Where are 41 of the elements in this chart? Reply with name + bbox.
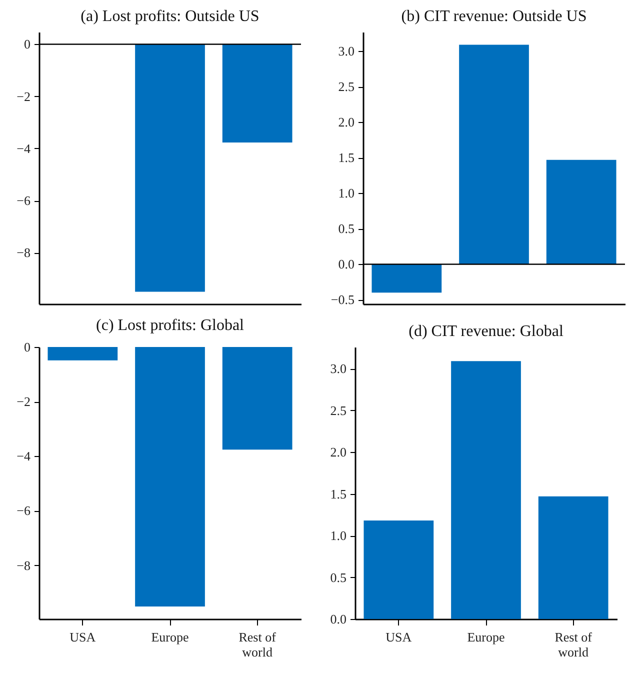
y-tick-label: 1.0 [338, 186, 354, 201]
x-tick-label: USA [386, 630, 412, 644]
y-tick-label: 0 [24, 340, 30, 354]
y-tick-label: 2.5 [338, 79, 354, 94]
y-tick-label: 1.5 [330, 486, 346, 502]
y-tick-label: 0 [24, 36, 30, 52]
bar [546, 160, 616, 264]
y-tick-label: 2.5 [330, 402, 346, 418]
bar [538, 496, 608, 619]
bar [459, 44, 529, 264]
y-tick-label: 3.0 [338, 44, 354, 59]
chart-title: (c) Lost profits: Global [96, 317, 245, 334]
y-tick-label: 1.5 [338, 150, 354, 166]
x-tick-label: Rest of world [238, 630, 277, 660]
y-tick-label: −8 [16, 245, 30, 260]
y-tick-label: −0.5 [330, 292, 354, 308]
y-tick-label: 2.0 [330, 444, 346, 460]
y-tick-label: −6 [16, 503, 31, 518]
y-tick-label: 0.5 [338, 221, 354, 236]
y-tick-label: 0.0 [330, 612, 346, 626]
x-tick-label: Europe [151, 630, 189, 644]
bar [451, 361, 521, 619]
y-tick-label: −4 [16, 448, 31, 464]
chart-title: (b) CIT revenue: Outside US [401, 8, 587, 25]
y-tick-label: −2 [16, 394, 30, 410]
bar [364, 520, 434, 619]
y-tick-label: 1.0 [330, 528, 346, 544]
x-tick-label: USA [70, 630, 96, 644]
chart-title: (d) CIT revenue: Global [408, 323, 564, 340]
chart-title: (a) Lost profits: Outside US [80, 8, 260, 25]
y-tick-label: 2.0 [338, 114, 354, 130]
x-tick-label: Rest of world [554, 630, 593, 660]
y-tick-label: 0.5 [330, 570, 346, 585]
y-tick-label: −4 [16, 140, 31, 156]
y-tick-label: −2 [16, 88, 30, 104]
y-tick-label: 0.0 [338, 256, 354, 272]
bar [372, 264, 442, 293]
y-tick-label: 3.0 [330, 361, 346, 376]
y-tick-label: −8 [16, 558, 30, 573]
x-tick-label: Europe [467, 630, 505, 644]
y-tick-label: −6 [16, 193, 31, 208]
